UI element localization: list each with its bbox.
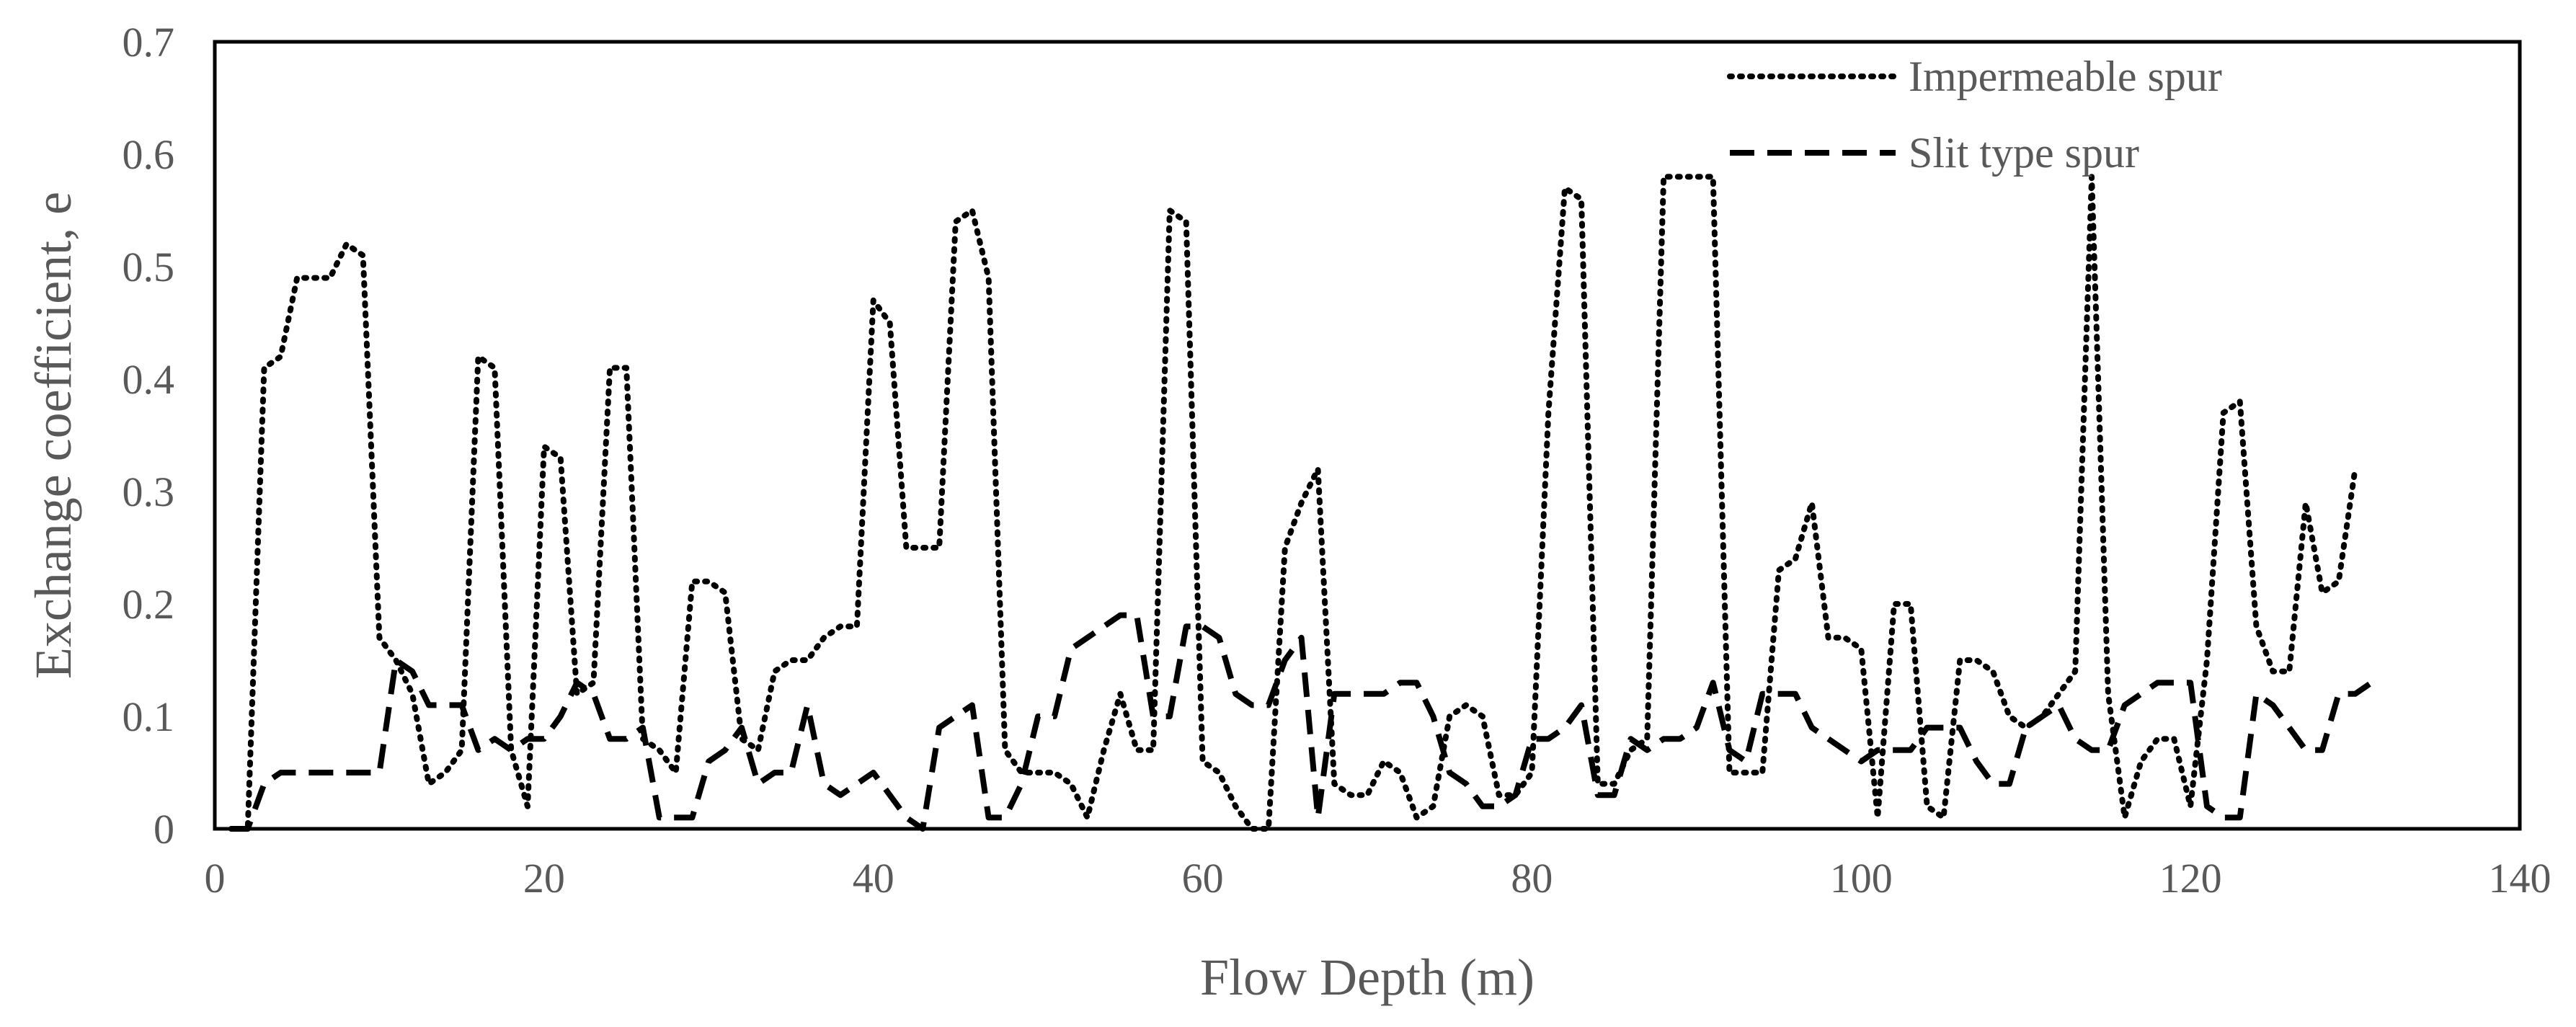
y-tick-label: 0.6 <box>123 131 175 178</box>
x-tick-label: 100 <box>1830 855 1893 902</box>
x-axis-tick-labels: 0 20 40 60 80 100 120 140 <box>205 855 2551 902</box>
x-tick-label: 40 <box>853 855 894 902</box>
x-tick-label: 140 <box>2489 855 2551 902</box>
legend-label-1: Impermeable spur <box>1909 53 2222 100</box>
y-tick-label: 0.1 <box>123 693 175 740</box>
x-tick-label: 120 <box>2159 855 2222 902</box>
y-tick-label: 0.5 <box>123 244 175 290</box>
plot-area-frame <box>213 40 2522 831</box>
legend: Impermeable spur Slit type spur <box>1727 53 2222 177</box>
series-line-2 <box>231 612 2373 832</box>
y-tick-label: 0.4 <box>123 356 175 403</box>
x-tick-label: 60 <box>1182 855 1224 902</box>
y-tick-label: 0.3 <box>123 468 175 515</box>
y-axis-title: Exchange coefficient, e <box>25 192 82 679</box>
legend-label-2: Slit type spur <box>1909 129 2139 177</box>
y-tick-label: 0.7 <box>123 19 175 66</box>
y-tick-label: 0 <box>154 806 174 853</box>
x-axis-title: Flow Depth (m) <box>1200 948 1535 1006</box>
series-layer <box>228 174 2373 832</box>
x-tick-label: 80 <box>1511 855 1553 902</box>
y-tick-label: 0.2 <box>123 581 175 628</box>
x-tick-label: 20 <box>523 855 565 902</box>
y-axis-tick-labels: 0 0.1 0.2 0.3 0.4 0.5 0.6 0.7 <box>123 19 175 853</box>
x-tick-label: 0 <box>205 855 226 902</box>
